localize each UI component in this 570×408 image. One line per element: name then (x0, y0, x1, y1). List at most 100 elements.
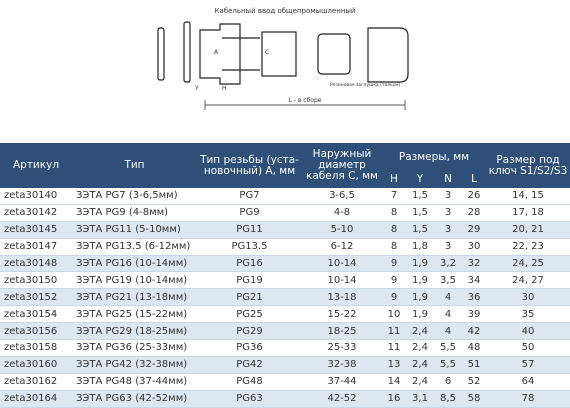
cell-l: 39 (462, 305, 486, 324)
cell-key: 20, 21 (486, 221, 570, 239)
col-thread: Тип резьбы (уста-новочный) A, мм (197, 143, 302, 188)
cell-article: zeta30156 (0, 322, 72, 341)
cell-l: 52 (462, 373, 486, 391)
cell-n: 3 (434, 188, 462, 205)
cell-article: zeta30160 (0, 356, 72, 374)
cell-type: ЗЭТА PG11 (5-10мм) (72, 221, 197, 239)
col-key: Размер под ключ S1/S2/S3 (486, 143, 570, 188)
cell-l: 34 (462, 271, 486, 290)
cell-type: ЗЭТА PG7 (3-6,5мм) (72, 188, 197, 205)
row: zeta30152 ЗЭТА PG21 (13-18мм) PG21 13-18 9 1,… (0, 288, 570, 307)
cell-n: 4 (434, 288, 462, 307)
cell-y: 2,4 (406, 356, 434, 374)
cell-type: ЗЭТА PG13.5 (6-12мм) (72, 238, 197, 256)
cell-diameter: 32-38 (302, 356, 382, 374)
cell-thread: PG13.5 (197, 238, 302, 256)
cell-y: 1,9 (406, 288, 434, 307)
cell-thread: PG19 (197, 271, 302, 290)
cell-diameter: 3-6,5 (302, 188, 382, 205)
cell-y: 2,4 (406, 322, 434, 341)
cell-l: 30 (462, 238, 486, 256)
cell-h: 9 (382, 271, 406, 290)
cell-h: 8 (382, 204, 406, 222)
cell-n: 8,5 (434, 390, 462, 408)
cell-type: ЗЭТА PG63 (42-52мм) (72, 390, 197, 408)
row: zeta30160 ЗЭТА PG42 (32-38мм) PG42 32-38 13 2… (0, 356, 570, 374)
cell-diameter: 42-52 (302, 390, 382, 408)
cell-y: 1,8 (406, 238, 434, 256)
cell-n: 4 (434, 322, 462, 341)
cell-n: 3 (434, 238, 462, 256)
cell-thread: PG36 (197, 339, 302, 357)
cell-type: ЗЭТА PG42 (32-38мм) (72, 356, 197, 374)
cell-thread: PG21 (197, 288, 302, 307)
row: zeta30140 ЗЭТА PG7 (3-6,5мм) PG7 3-6,5 7 1,5 3… (0, 188, 570, 205)
col-n: N (434, 171, 462, 188)
cell-l: 58 (462, 390, 486, 408)
cell-key: 50 (486, 339, 570, 357)
cell-article: zeta30150 (0, 271, 72, 290)
cell-l: 26 (462, 188, 486, 205)
cell-type: ЗЭТА PG48 (37-44мм) (72, 373, 197, 391)
cell-l: 29 (462, 221, 486, 239)
row: zeta30154 ЗЭТА PG25 (15-22мм) PG25 15-22 10 1… (0, 305, 570, 324)
cell-h: 16 (382, 390, 406, 408)
row: zeta30156 ЗЭТА PG29 (18-25мм) PG29 18-25 11 2… (0, 322, 570, 341)
diagram: Кабельный ввод общепромышленный L - в сб… (157, 7, 409, 110)
cell-type: ЗЭТА PG9 (4-8мм) (72, 204, 197, 222)
cell-n: 5,5 (434, 356, 462, 374)
label-H: H (222, 85, 227, 92)
cell-h: 9 (382, 288, 406, 307)
cell-n: 4 (434, 305, 462, 324)
cell-type: ЗЭТА PG19 (10-14мм) (72, 271, 197, 290)
cell-article: zeta30148 (0, 255, 72, 273)
cell-h: 7 (382, 188, 406, 205)
cell-article: zeta30147 (0, 238, 72, 256)
cell-y: 1,9 (406, 255, 434, 273)
cell-key: 40 (486, 322, 570, 341)
row: zeta30145 ЗЭТА PG11 (5-10мм) PG11 5-10 8 1,5 3… (0, 221, 570, 239)
cell-article: zeta30152 (0, 288, 72, 307)
cell-diameter: 13-18 (302, 288, 382, 307)
cell-thread: PG9 (197, 204, 302, 222)
cell-n: 3 (434, 221, 462, 239)
col-diameter: Наружный диаметр кабеля С, мм (302, 143, 382, 188)
cell-key: 24, 27 (486, 271, 570, 290)
cell-y: 2,4 (406, 373, 434, 391)
col-sizes: Размеры, мм (382, 143, 486, 171)
cell-diameter: 10-14 (302, 255, 382, 273)
table: Артикул Тип Тип резьбы (уста-новочный) A… (0, 143, 570, 408)
cell-l: 51 (462, 356, 486, 374)
cell-article: zeta30158 (0, 339, 72, 357)
cell-l: 42 (462, 322, 486, 341)
col-y: Y (406, 171, 434, 188)
cell-y: 2,4 (406, 339, 434, 357)
cell-type: ЗЭТА PG16 (10-14мм) (72, 255, 197, 273)
cell-thread: PG11 (197, 221, 302, 239)
cell-key: 35 (486, 305, 570, 324)
label-Y: Y (194, 85, 199, 92)
cell-h: 8 (382, 238, 406, 256)
row: zeta30150 ЗЭТА PG19 (10-14мм) PG19 10-14 9 1,… (0, 271, 570, 290)
cell-y: 1,5 (406, 204, 434, 222)
cell-diameter: 15-22 (302, 305, 382, 324)
cell-key: 14, 15 (486, 188, 570, 205)
cell-h: 8 (382, 221, 406, 239)
cell-key: 17, 18 (486, 204, 570, 222)
cell-y: 1,9 (406, 271, 434, 290)
col-l: L (462, 171, 486, 188)
cell-h: 11 (382, 322, 406, 341)
cell-type: ЗЭТА PG36 (25-33мм) (72, 339, 197, 357)
cell-n: 3 (434, 204, 462, 222)
title: Кабельный ввод общепромышленный (215, 7, 356, 15)
cell-key: 30 (486, 288, 570, 307)
cell-y: 1,5 (406, 188, 434, 205)
cell-key: 57 (486, 356, 570, 374)
cell-key: 22, 23 (486, 238, 570, 256)
cell-n: 3,5 (434, 271, 462, 290)
cell-h: 11 (382, 339, 406, 357)
cell-y: 1,9 (406, 305, 434, 324)
cell-diameter: 37-44 (302, 373, 382, 391)
cell-key: 78 (486, 390, 570, 408)
